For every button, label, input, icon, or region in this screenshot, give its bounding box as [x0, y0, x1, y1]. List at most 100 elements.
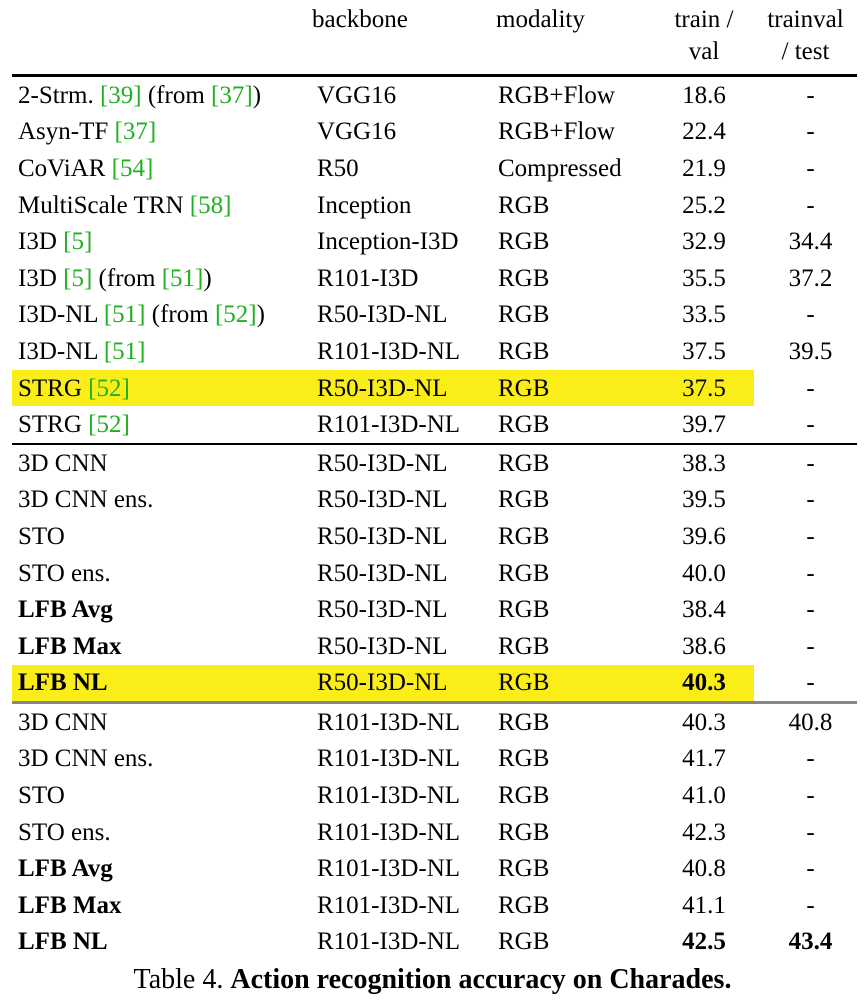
cell-trainval: 41.7: [682, 745, 726, 773]
cell-backbone: R50-I3D-NL: [317, 559, 448, 587]
method-text: (from: [92, 264, 162, 292]
cell-method: STO: [12, 777, 312, 814]
table-row: STO R101-I3D-NL RGB 41.0 -: [12, 777, 857, 814]
cell-trainval: 41.1: [682, 891, 726, 919]
cell-modality: RGB+Flow: [498, 118, 615, 146]
cell-method: LFB NL: [12, 924, 312, 961]
caption-prefix: Table 4.: [133, 964, 231, 995]
cell-test: -: [806, 855, 815, 883]
cell-backbone: R101-I3D-NL: [317, 891, 461, 919]
citation-link[interactable]: [37]: [211, 81, 253, 109]
results-table-container: backbone modality train / val trainval /…: [12, 4, 857, 960]
citation-link[interactable]: [51]: [161, 264, 204, 292]
citation-link[interactable]: [52]: [88, 374, 130, 402]
cell-modality: RGB: [498, 928, 550, 956]
cell-method: LFB Max: [12, 628, 312, 665]
cell-trainval: 39.5: [682, 486, 726, 514]
citation-link[interactable]: [51]: [103, 337, 146, 365]
header-trainval-line2: val: [688, 38, 720, 65]
cell-modality: RGB: [498, 486, 550, 514]
cell-modality: RGB: [498, 559, 550, 587]
cell-backbone: R101-I3D-NL: [317, 745, 461, 773]
cell-trainval: 40.8: [682, 855, 726, 883]
method-text: ): [256, 301, 265, 329]
cell-method: LFB Avg: [12, 591, 312, 628]
cell-trainval: 33.5: [682, 301, 726, 329]
citation-link[interactable]: [5]: [63, 264, 93, 292]
citation-link[interactable]: [54]: [111, 154, 154, 182]
table-row: LFB NL R50-I3D-NL RGB 40.3 -: [12, 664, 857, 703]
cell-backbone: R101-I3D: [317, 264, 419, 292]
cell-backbone: Inception: [317, 191, 412, 219]
cell-backbone: R50-I3D-NL: [317, 596, 448, 624]
table-row: I3D [5] (from [51]) R101-I3D RGB 35.5 37.2: [12, 260, 857, 297]
cell-test: -: [806, 782, 815, 810]
cell-test: -: [806, 154, 815, 182]
cell-method: LFB NL: [12, 664, 312, 703]
cell-method: I3D-NL [51] (from [52]): [12, 297, 312, 334]
method-text: 3D CNN ens.: [18, 486, 154, 514]
table-row: 3D CNN R50-I3D-NL RGB 38.3-: [12, 442, 857, 482]
cell-trainval: 39.6: [682, 522, 726, 550]
cell-backbone: R50-I3D-NL: [317, 486, 448, 514]
cell-modality: RGB: [498, 782, 550, 810]
header-trainval-line1: train /: [674, 6, 734, 33]
cell-method: Asyn-TF [37]: [12, 114, 312, 151]
citation-link[interactable]: [37]: [114, 118, 157, 146]
cell-backbone: VGG16: [317, 118, 397, 146]
method-text: Asyn-TF: [18, 118, 115, 146]
citation-link[interactable]: [51]: [103, 301, 146, 329]
cell-modality: RGB: [496, 369, 654, 407]
cell-modality: RGB: [496, 442, 654, 482]
header-backbone-label: backbone: [312, 6, 408, 33]
results-table: backbone modality train / val trainval /…: [12, 4, 857, 960]
cell-modality: RGB+Flow: [498, 81, 615, 109]
cell-method: I3D [5]: [12, 223, 312, 260]
method-text: (from: [141, 81, 212, 109]
cell-modality: RGB: [498, 301, 550, 329]
cell-backbone: R101-I3D-NL: [317, 928, 461, 956]
citation-link[interactable]: [58]: [189, 191, 232, 219]
table-row: 2-Strm. [39] (from [37]) VGG16 RGB+Flow 18.…: [12, 76, 857, 114]
method-text: STRG: [18, 374, 89, 402]
citation-link[interactable]: [52]: [214, 301, 257, 329]
header-trainval: train / val: [654, 4, 754, 76]
cell-trainval: 21.9: [682, 154, 726, 182]
header-test-line1: trainval: [767, 6, 844, 33]
cell-test: -: [806, 632, 815, 660]
cell-modality: RGB: [498, 855, 550, 883]
cell-trainval: 38.4: [682, 596, 726, 624]
cell-trainval: 40.3: [654, 701, 754, 741]
cell-method: STO ens.: [12, 555, 312, 592]
method-text: STRG: [18, 411, 89, 439]
header-modality: modality: [496, 4, 654, 76]
cell-method: I3D-NL [51]: [12, 333, 312, 370]
table-row: STO ens. R101-I3D-NL RGB 42.3 -: [12, 814, 857, 851]
table-row: STO R50-I3D-NL RGB 39.6 -: [12, 518, 857, 555]
method-text: LFB Avg: [18, 596, 113, 624]
cell-backbone: R50-I3D-NL: [317, 522, 448, 550]
cell-trainval: 37.5: [654, 369, 754, 407]
cell-backbone: R101-I3D-NL: [312, 701, 496, 741]
cell-modality: Compressed: [498, 154, 622, 182]
cell-backbone: R101-I3D-NL: [317, 411, 461, 439]
citation-link[interactable]: [39]: [99, 81, 142, 109]
cell-method: STRG [52]: [12, 406, 312, 444]
citation-link[interactable]: [5]: [63, 228, 93, 256]
method-text: CoViAR: [18, 154, 112, 182]
cell-modality: RGB: [498, 632, 550, 660]
cell-modality: RGB: [498, 818, 550, 846]
table-row: STRG [52] R101-I3D-NL RGB 39.7-: [12, 406, 857, 444]
cell-test: -: [806, 596, 815, 624]
cell-test: -: [806, 522, 815, 550]
cell-method: LFB Avg: [12, 850, 312, 887]
method-text: 3D CNN ens.: [18, 745, 154, 773]
table-row: Asyn-TF [37] VGG16 RGB+Flow 22.4-: [12, 114, 857, 151]
method-text: LFB Avg: [18, 855, 113, 883]
cell-modality: RGB: [498, 596, 550, 624]
citation-link[interactable]: [52]: [88, 411, 130, 439]
cell-trainval: 41.0: [682, 782, 726, 810]
cell-trainval: 38.3: [654, 442, 754, 482]
method-text: LFB NL: [18, 669, 108, 697]
method-text: STO: [18, 782, 65, 810]
